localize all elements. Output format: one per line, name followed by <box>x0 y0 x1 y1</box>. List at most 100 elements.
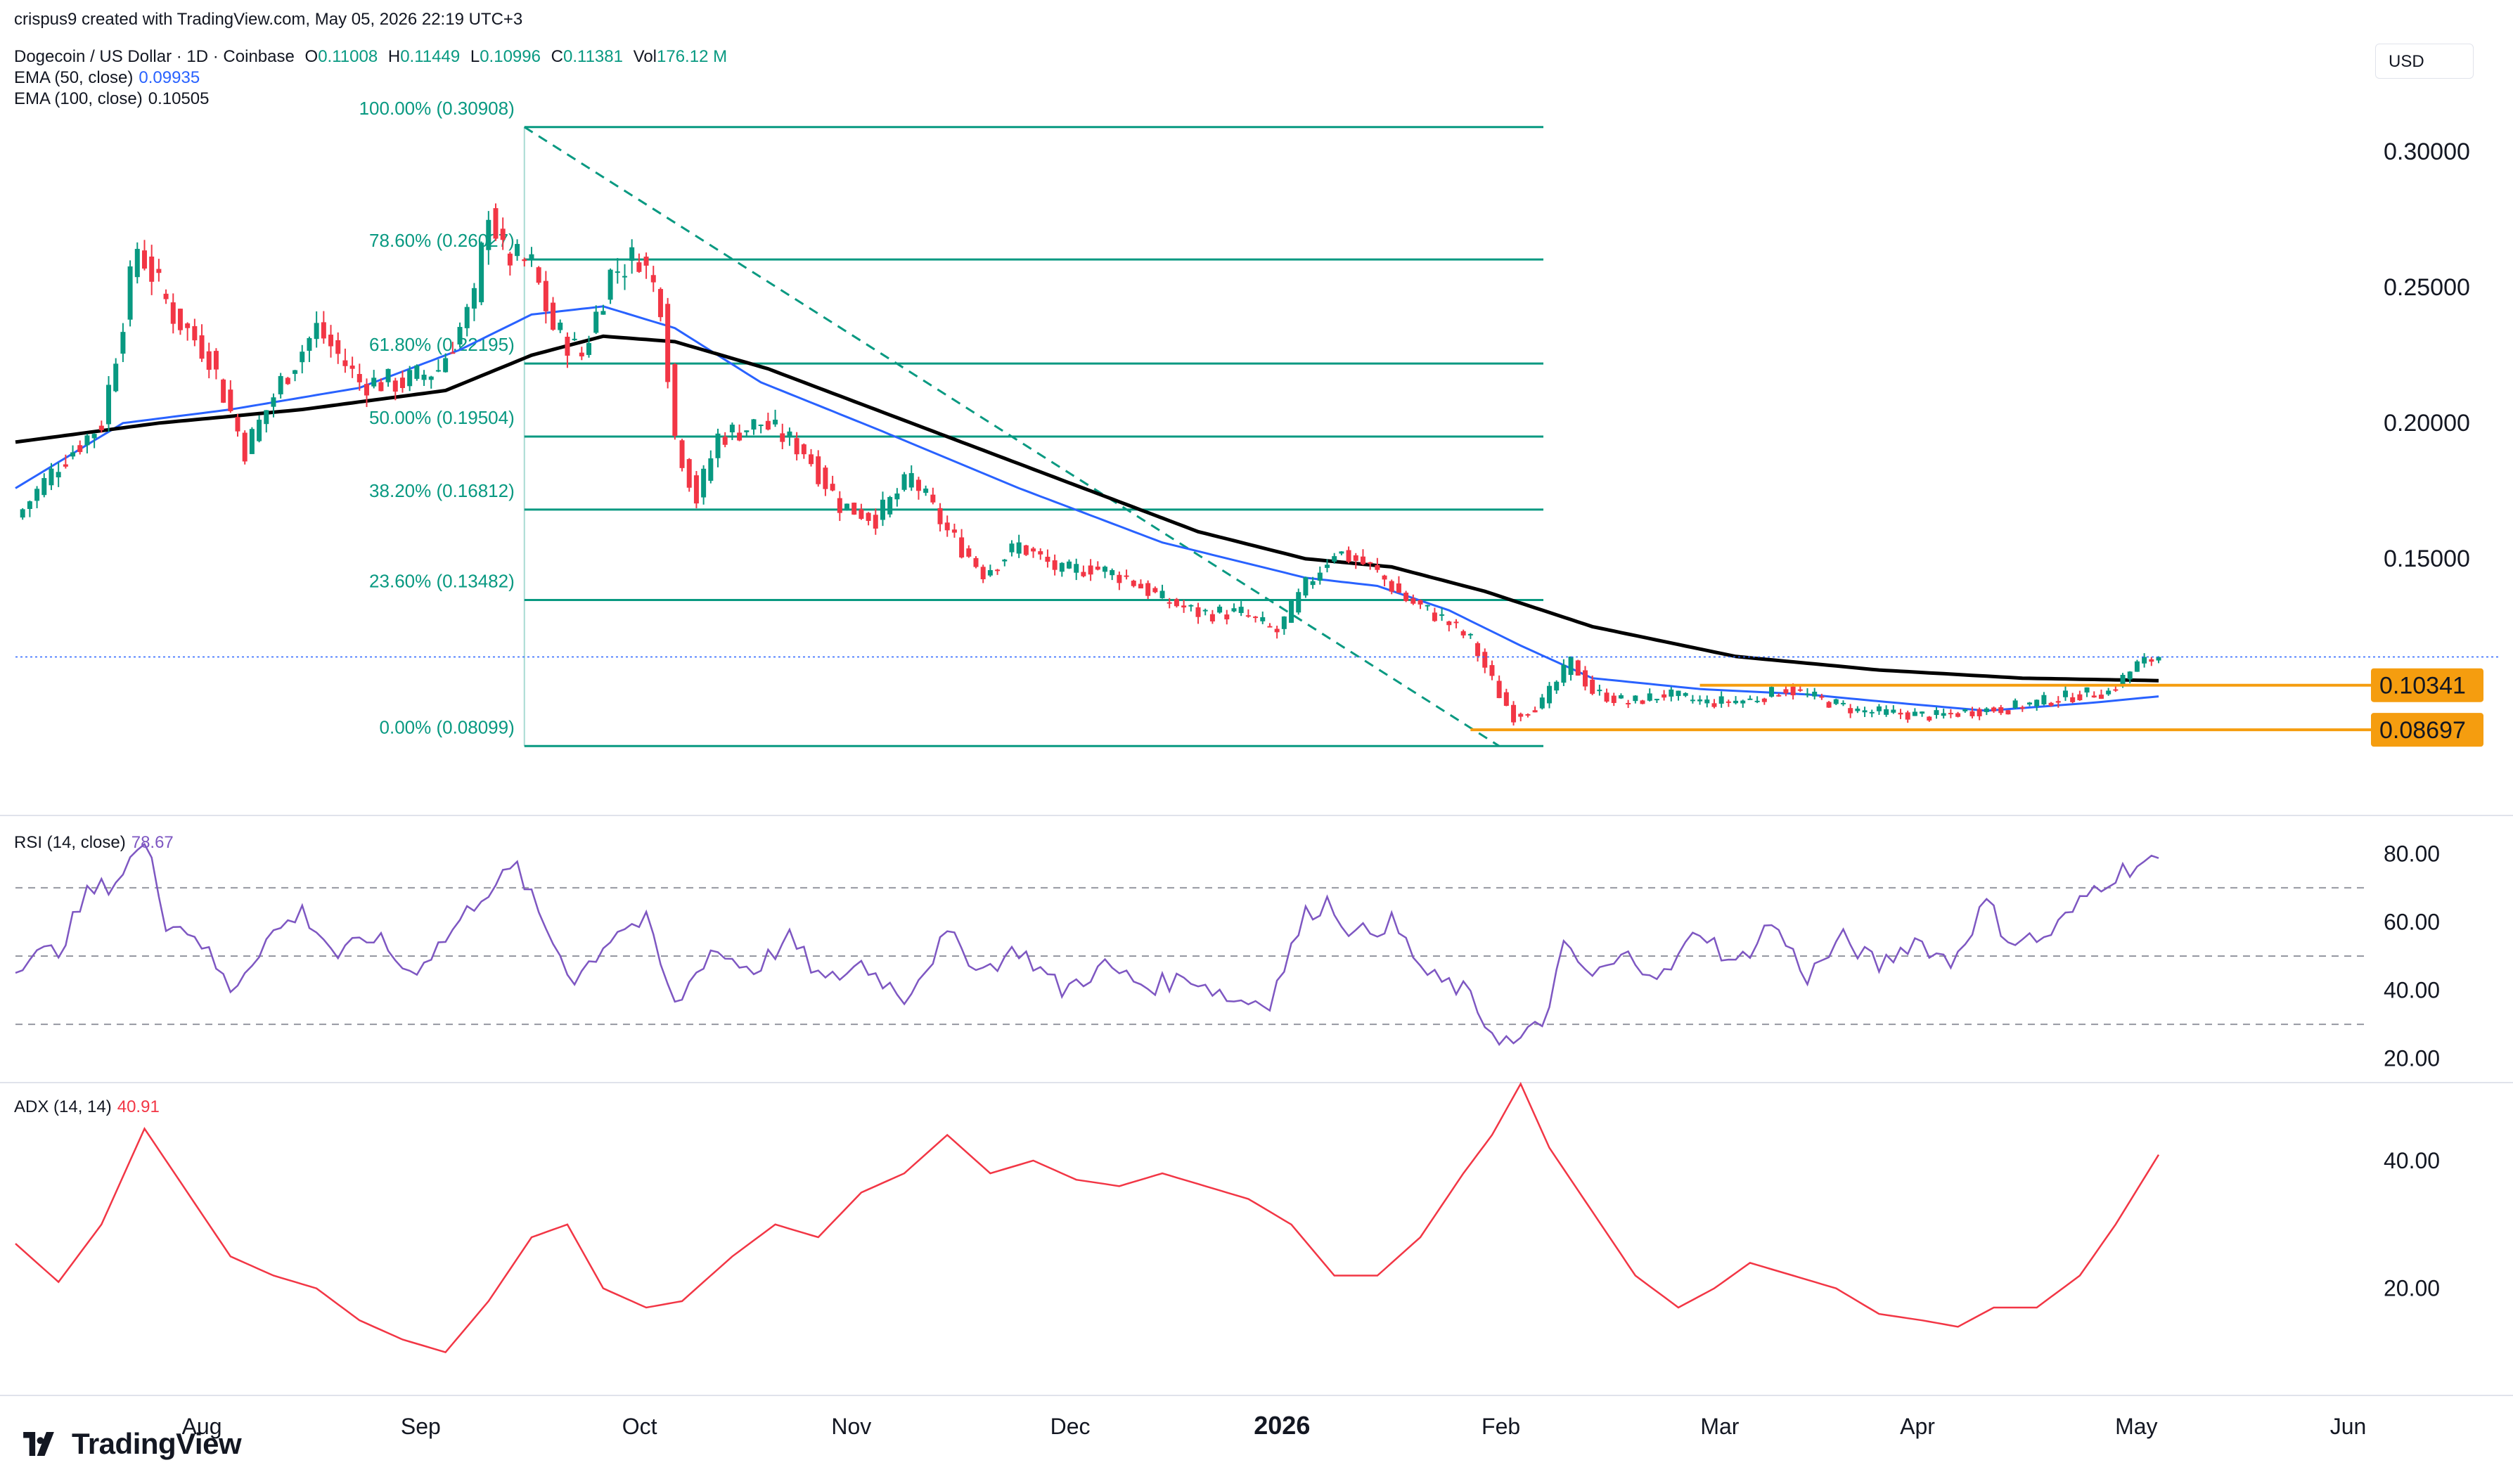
candle-body <box>1927 716 1932 721</box>
candle-body <box>84 435 90 446</box>
candle-body <box>1418 600 1423 605</box>
candle-body <box>558 322 563 330</box>
price-axis-tick-label: 0.25000 <box>2384 274 2470 301</box>
candle-body <box>629 247 635 261</box>
candle-body <box>2142 657 2147 664</box>
ohlc-open: 0.11008 <box>318 47 378 66</box>
candle-body <box>1955 713 1961 717</box>
candle-body <box>1704 699 1710 704</box>
candle-body <box>1590 679 1595 694</box>
ema100-line <box>15 334 2159 683</box>
candle-body <box>399 378 405 389</box>
ema50-legend[interactable]: EMA (50, close) 0.09935 <box>14 67 727 89</box>
candle-body <box>1467 633 1473 635</box>
symbol-legend[interactable]: Dogecoin / US Dollar · 1D · Coinbase O0.… <box>14 46 727 67</box>
horizontal-level-badge <box>2371 713 2483 747</box>
candle-body <box>1769 687 1775 697</box>
candle-body <box>679 440 685 468</box>
candle-body <box>1884 709 1889 715</box>
tradingview-logo[interactable]: TradingView <box>15 1427 242 1461</box>
candle-body <box>1683 692 1688 696</box>
candle-body <box>1224 614 1230 620</box>
candle-body <box>794 438 799 455</box>
candle-body <box>285 378 290 385</box>
candle-body <box>1403 593 1409 601</box>
candle-body <box>385 368 391 382</box>
candle-body <box>1482 652 1488 668</box>
candle-body <box>1346 550 1351 562</box>
candle-body <box>421 374 427 380</box>
candle-body <box>923 488 929 493</box>
candle-body <box>177 309 183 330</box>
candle-body <box>866 512 871 521</box>
candle-body <box>1783 689 1789 694</box>
candle-body <box>1102 567 1107 572</box>
candle-body <box>622 276 627 278</box>
candle-body <box>1848 708 1853 714</box>
time-axis-tick-label: Dec <box>1050 1414 1091 1439</box>
candle-body <box>650 275 656 283</box>
candle-body <box>1131 580 1136 586</box>
candle-body <box>49 468 54 486</box>
candle-body <box>1274 628 1280 633</box>
price-axis-tick-label: 0.15000 <box>2384 546 2470 572</box>
candle-body <box>1725 701 1731 703</box>
candle-body <box>801 444 806 455</box>
candle-body <box>1948 713 1953 715</box>
candle-body <box>1747 698 1753 700</box>
candle-body <box>1188 605 1194 607</box>
candle-body <box>56 472 61 478</box>
candle-body <box>1016 542 1022 554</box>
candle-body <box>1231 608 1237 612</box>
candle-body <box>1776 695 1782 697</box>
candle-body <box>106 385 112 425</box>
candle-body <box>693 475 699 504</box>
rsi-value: 78.67 <box>131 833 174 852</box>
candle-body <box>113 363 119 392</box>
fib-level-label: 100.00% (0.30908) <box>359 98 515 119</box>
candle-body <box>608 269 613 300</box>
candle-body <box>543 280 548 311</box>
candle-body <box>2091 695 2097 698</box>
candle-body <box>715 433 721 458</box>
candle-body <box>170 302 176 324</box>
rsi-label: RSI (14, close) <box>14 833 126 852</box>
candle-body <box>450 352 456 354</box>
candle-body <box>1489 665 1495 676</box>
time-axis-tick-label: Oct <box>622 1414 657 1439</box>
rsi-legend[interactable]: RSI (14, close) 78.67 <box>14 832 174 853</box>
candle-body <box>98 425 104 430</box>
candle-body <box>579 352 584 356</box>
ema100-value: 0.10505 <box>148 89 210 108</box>
candle-body <box>1819 696 1825 698</box>
candle-body <box>249 429 255 454</box>
candle-body <box>844 503 850 510</box>
candle-body <box>930 494 936 503</box>
currency-button[interactable]: USD <box>2375 44 2474 79</box>
candle-body <box>1575 660 1581 676</box>
candle-body <box>1368 562 1373 564</box>
candle-body <box>428 376 434 380</box>
rsi-axis-tick-label: 20.00 <box>2384 1046 2440 1071</box>
candle-body <box>2077 694 2083 701</box>
candle-body <box>1891 709 1896 713</box>
candle-body <box>1812 691 1818 697</box>
candle-body <box>1245 615 1251 617</box>
candle-body <box>342 360 348 366</box>
candle-body <box>1840 702 1846 704</box>
candle-body <box>1740 700 1746 704</box>
candle-body <box>529 254 534 260</box>
candle-body <box>1310 581 1316 586</box>
ema100-legend[interactable]: EMA (100, close) 0.10505 <box>14 89 727 110</box>
candle-body <box>486 219 491 250</box>
candle-body <box>787 431 792 438</box>
time-axis-tick-label: 2026 <box>1254 1411 1310 1440</box>
candle-body <box>20 509 25 518</box>
candle-body <box>600 311 606 315</box>
candle-body <box>392 380 398 392</box>
candle-body <box>859 509 864 520</box>
adx-legend[interactable]: ADX (14, 14) 40.91 <box>14 1097 160 1118</box>
fib-level-label: 50.00% (0.19504) <box>369 407 515 428</box>
ohlc-high-label: H <box>387 47 401 66</box>
